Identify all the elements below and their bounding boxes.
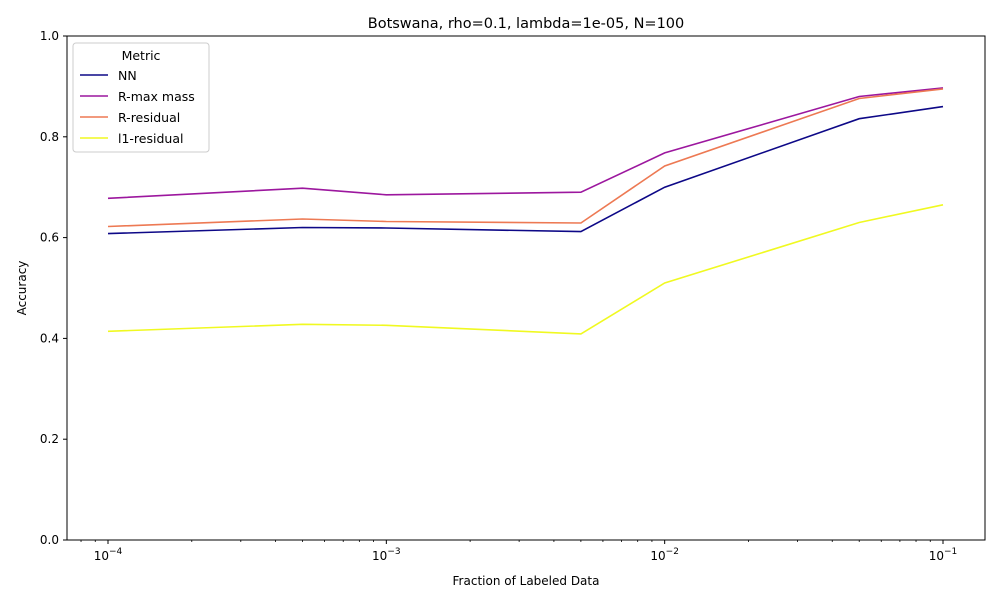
x-tick-label-1: 10−3 — [372, 547, 401, 563]
series-line-3 — [107, 204, 944, 335]
series-line-2 — [107, 88, 944, 228]
y-tick-label-2: 0.4 — [40, 331, 59, 345]
series-line-0 — [107, 105, 944, 235]
legend-label-0: NN — [118, 68, 137, 83]
legend-box — [72, 42, 210, 153]
y-tick-label-5: 1.0 — [40, 29, 59, 43]
plot-frame — [66, 35, 986, 541]
y-axis-label: Accuracy — [15, 261, 29, 316]
x-axis: 10−4 10−3 10−2 10−1 — [80, 540, 958, 563]
series-line-1 — [107, 87, 944, 200]
legend-label-3: l1-residual — [118, 131, 183, 146]
x-axis-label: Fraction of Labeled Data — [453, 574, 600, 588]
x-tick-label-3: 10−1 — [929, 547, 958, 563]
y-tick-label-4: 0.8 — [40, 130, 59, 144]
y-tick-label-1: 0.2 — [40, 432, 59, 446]
x-tick-label-2: 10−2 — [650, 547, 679, 563]
y-axis: 0.0 0.2 0.4 0.6 0.8 1.0 — [40, 29, 67, 547]
plot-series — [107, 87, 944, 335]
legend-label-1: R-max mass — [118, 89, 195, 104]
y-tick-label-3: 0.6 — [40, 231, 59, 245]
x-tick-label-0: 10−4 — [94, 547, 123, 563]
legend-title: Metric — [122, 48, 161, 63]
legend: Metric NN R-max mass R-residual l1-residual — [72, 42, 210, 153]
legend-label-2: R-residual — [118, 110, 180, 125]
chart-title: Botswana, rho=0.1, lambda=1e-05, N=100 — [368, 16, 685, 32]
y-tick-label-0: 0.0 — [40, 533, 59, 547]
